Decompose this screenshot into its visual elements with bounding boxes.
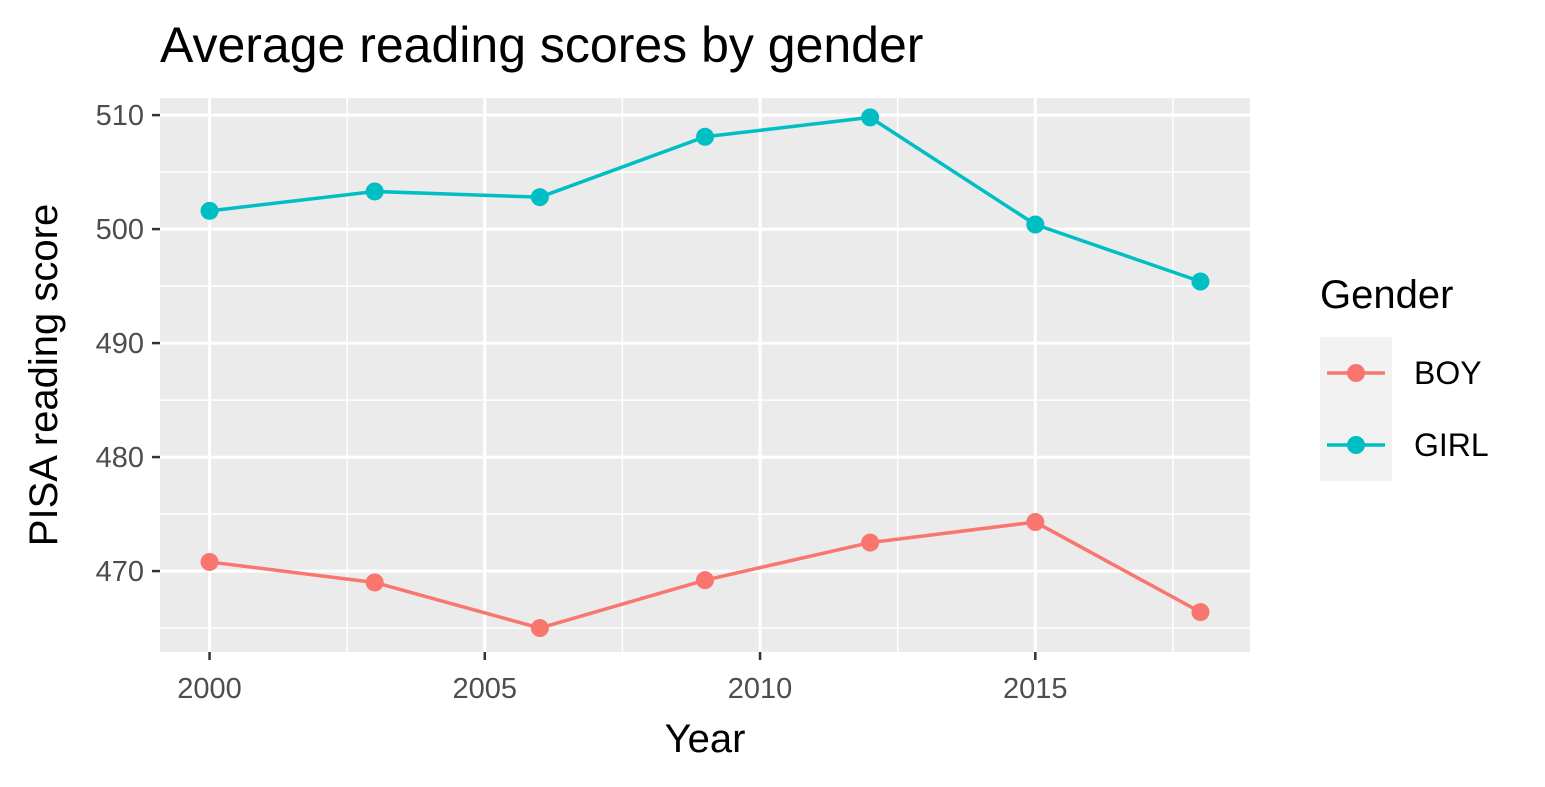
data-point-boy [530,619,549,638]
data-point-boy [696,571,714,590]
minor-gridlines [160,98,1250,652]
y-tick-label: 480 [96,442,144,474]
data-point-boy [1191,603,1210,622]
tick-labels: 2000 2005 2010 2015 470 480 490 500 510 [96,100,1068,705]
axis-ticks [152,113,1037,660]
x-tick-label: 2010 [728,673,793,705]
data-point-girl [1026,215,1045,234]
legend-point-girl [1347,436,1365,454]
series-layer [200,108,1210,638]
major-gridlines [160,98,1250,652]
data-point-girl [696,127,714,146]
y-tick-label: 510 [96,100,144,132]
legend-label-boy: BOY [1414,355,1482,391]
x-tick-label: 2000 [177,673,242,705]
legend-point-boy [1347,364,1365,382]
x-axis-title: Year [665,717,746,761]
chart-title: Average reading scores by gender [160,17,923,73]
data-point-girl [1191,272,1210,291]
data-point-boy [861,533,880,552]
y-axis-title: PISA reading score [22,204,66,546]
legend-label-girl: GIRL [1414,427,1489,463]
data-point-boy [365,573,384,592]
y-tick-label: 500 [96,214,144,246]
y-tick-label: 490 [96,328,144,360]
x-tick-label: 2005 [453,673,518,705]
y-tick-label: 470 [96,556,144,588]
plot-panel [160,98,1250,652]
legend: Gender BOY GIRL [1320,273,1489,481]
data-point-girl [861,108,880,127]
data-point-boy [200,552,219,571]
data-point-boy [1026,513,1045,532]
data-point-girl [365,182,384,201]
legend-key-background [1320,337,1392,481]
x-tick-label: 2015 [1003,673,1068,705]
data-point-girl [200,201,219,220]
legend-title: Gender [1320,273,1453,317]
data-point-girl [530,188,549,207]
